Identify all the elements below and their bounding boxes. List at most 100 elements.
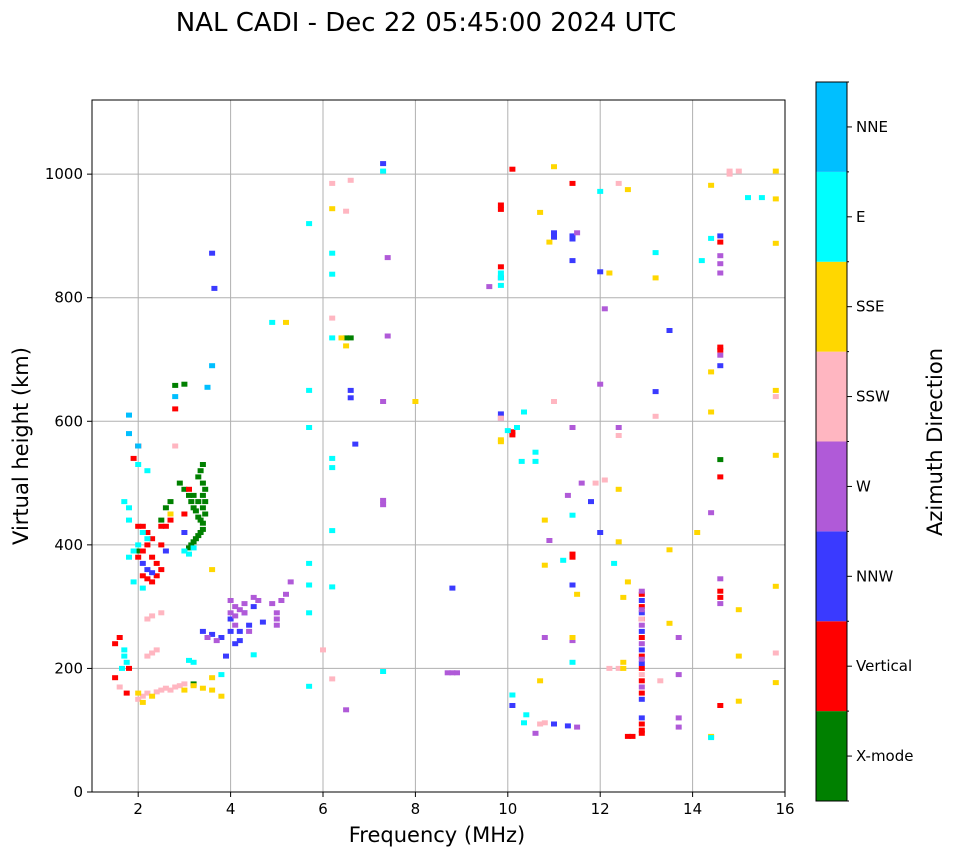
data-point [343,707,350,713]
data-point [638,721,645,727]
data-point [232,613,239,619]
data-point [569,425,576,430]
data-point [329,676,336,682]
data-point [638,661,645,666]
data-point [255,598,262,603]
plot-frame [91,99,786,793]
data-point [139,560,146,566]
data-point [611,560,618,566]
data-point [772,650,779,656]
data-point [597,269,604,275]
data-point [638,684,645,690]
data-point [112,675,119,681]
data-point [144,542,151,548]
data-point [135,690,142,696]
data-point [181,681,188,687]
data-point [509,432,516,438]
data-point [195,533,202,539]
data-point [708,369,715,375]
data-point [202,486,209,492]
data-point [123,690,130,696]
data-point [158,610,165,616]
data-point [126,517,132,523]
colorbar-label-item: Vertical [856,657,912,675]
data-point [486,284,493,290]
series-nne [126,363,216,449]
data-point [121,499,128,505]
data-point [192,508,199,514]
data-point [574,724,581,730]
data-point [615,486,622,492]
data-point [259,619,266,625]
data-point [218,635,225,640]
data-point [638,604,645,610]
data-point [708,409,715,415]
data-point [638,641,645,647]
data-point [449,670,456,676]
series-e [119,168,765,741]
data-point [717,239,724,245]
data-point [624,187,631,193]
data-point [172,443,179,449]
data-point [620,659,627,665]
data-point [190,505,197,511]
data-point [126,505,132,511]
data-point [250,594,257,600]
data-point [199,520,206,526]
y-tick-label: 0 [73,783,83,801]
y-axis-label: Virtual height (km) [9,347,33,545]
data-point [615,665,622,671]
data-point [638,628,645,634]
data-point [144,616,151,622]
data-point [204,635,211,640]
data-point [569,258,576,264]
data-point [717,352,724,358]
y-tick-label: 1000 [45,165,83,183]
data-point [199,505,206,511]
data-point [772,583,779,589]
data-point [135,443,142,449]
data-point [153,647,160,653]
data-point [121,647,128,653]
data-point [449,585,456,591]
data-point [241,610,248,616]
plot-background [92,100,785,792]
series-sse [135,164,779,739]
colorbar-swatch [816,261,847,352]
data-point [167,517,174,523]
data-point [172,394,179,400]
data-point [209,675,216,681]
data-point [569,638,576,644]
data-point [153,560,160,566]
data-point [227,616,234,622]
data-point [497,202,504,208]
data-point [384,255,391,261]
data-point [144,468,151,474]
data-point [717,261,724,267]
data-point [497,411,504,417]
data-point [497,264,504,270]
data-point [232,641,239,647]
data-point [149,554,156,560]
data-point [347,335,354,341]
data-point [569,233,576,239]
data-point [717,588,724,594]
data-point [246,628,253,634]
data-point [551,399,557,404]
data-point [758,195,765,201]
data-point [497,270,504,276]
data-point [236,628,243,634]
data-point [497,206,504,212]
data-point [186,545,192,551]
data-point [569,659,576,665]
data-point [144,576,151,582]
data-point [615,425,622,430]
data-point [172,406,179,412]
data-point [130,548,137,554]
data-point [735,607,742,613]
data-point [158,567,165,573]
data-point [190,683,197,689]
data-point [149,570,156,576]
data-point [126,431,132,437]
